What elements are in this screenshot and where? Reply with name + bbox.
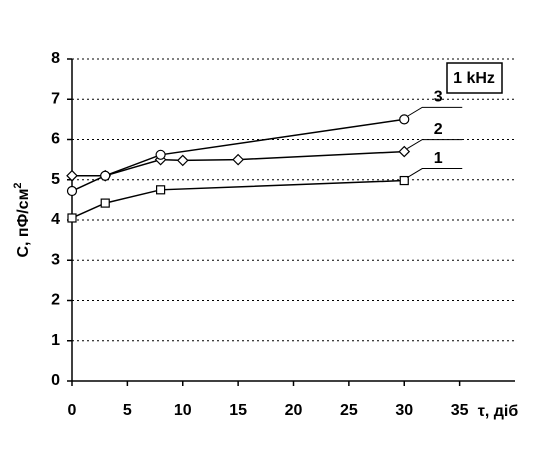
- x-tick-label: 20: [285, 402, 303, 419]
- marker: [100, 170, 111, 181]
- marker: [399, 114, 410, 125]
- marker: [156, 185, 166, 195]
- marker: [66, 185, 78, 197]
- y-tick-label: 6: [51, 131, 60, 148]
- x-axis-label: τ, діб: [478, 403, 519, 420]
- x-tick-label: 25: [340, 402, 358, 419]
- y-tick-label: 0: [51, 372, 60, 389]
- series-line: [71, 179, 405, 219]
- y-axis-label: C, пФ/см2: [12, 182, 32, 257]
- marker: [398, 145, 411, 158]
- y-tick-label: 5: [51, 171, 60, 188]
- marker: [399, 175, 409, 186]
- y-tick-label: 3: [51, 251, 60, 268]
- marker: [176, 154, 189, 167]
- y-label-superscript: 2: [12, 182, 24, 188]
- marker: [67, 213, 77, 223]
- annotation-box: [446, 62, 503, 94]
- marker: [232, 153, 244, 166]
- leader-line: [406, 168, 463, 178]
- annotation: 1 kHz: [453, 70, 495, 87]
- y-tick-label: 8: [51, 50, 60, 67]
- series-label: 2: [434, 121, 443, 138]
- y-tick-label: 2: [51, 292, 60, 309]
- x-tick-label: 35: [451, 402, 469, 419]
- y-tick-label: 7: [51, 90, 60, 107]
- x-tick-label: 15: [229, 402, 247, 419]
- leader-line: [406, 139, 463, 150]
- x-tick-label: 30: [395, 402, 413, 419]
- leader-line: [406, 106, 463, 117]
- series-line: [71, 118, 405, 192]
- y-label-text: C, пФ/см: [15, 189, 32, 258]
- x-tick-label: 0: [68, 402, 77, 419]
- y-tick-label: 1: [51, 332, 60, 349]
- series-label: 3: [434, 89, 443, 106]
- marker: [100, 198, 110, 208]
- marker: [155, 149, 166, 160]
- series-label: 1: [434, 150, 443, 167]
- y-tick-label: 4: [51, 211, 60, 228]
- x-tick-label: 10: [174, 402, 192, 419]
- x-tick-label: 5: [123, 402, 132, 419]
- marker: [66, 169, 78, 182]
